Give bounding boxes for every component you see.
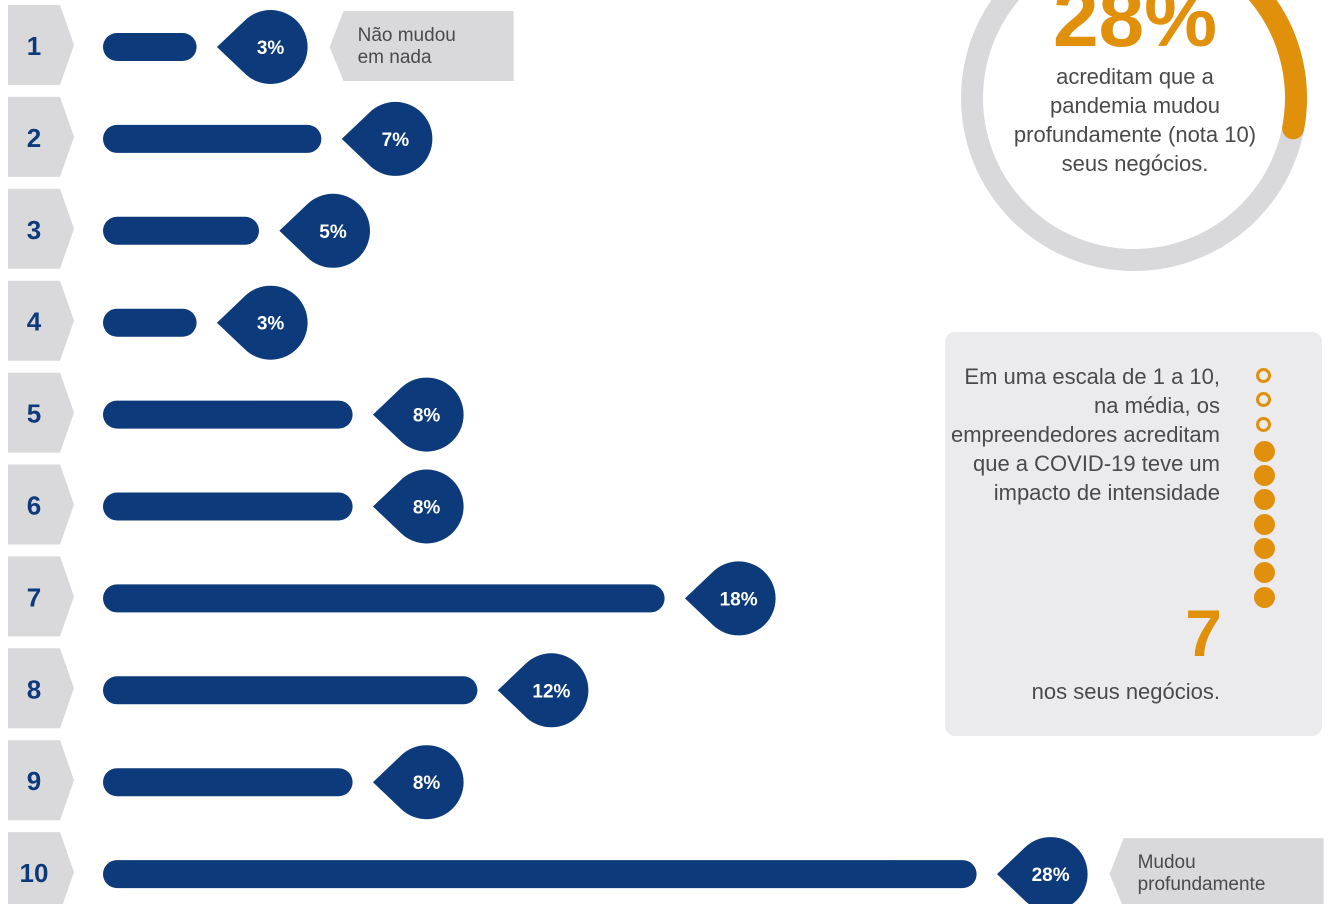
scale-dot <box>1256 368 1271 383</box>
value-bubble <box>497 653 589 728</box>
category-tab <box>8 280 74 361</box>
scale-dot <box>1256 416 1271 432</box>
annotation-box <box>329 11 514 81</box>
category-tab <box>8 464 74 545</box>
category-tab <box>8 5 74 85</box>
bar <box>103 400 353 429</box>
value-label: 8% <box>413 773 441 794</box>
scale-dot <box>1254 513 1275 535</box>
category-label: 1 <box>27 31 41 61</box>
category-tab <box>8 556 74 637</box>
category-tab <box>8 832 74 904</box>
value-bubble <box>372 469 464 544</box>
category-tab <box>8 188 74 269</box>
bar <box>103 216 259 245</box>
category-label: 2 <box>27 123 41 153</box>
bar <box>103 124 322 153</box>
value-bubble <box>684 561 776 636</box>
gauge-value: 28% <box>1052 0 1218 64</box>
annotation-text: em nada <box>358 47 432 68</box>
average-panel: Em uma escala de 1 a 10, na média, os em… <box>945 332 1322 736</box>
gauge-caption: acreditam que a pandemia mudou profundam… <box>1013 64 1257 176</box>
bar <box>103 308 197 337</box>
value-label: 18% <box>720 589 758 610</box>
value-bubble <box>372 377 464 452</box>
bar <box>103 584 665 613</box>
value-bubble <box>216 10 308 85</box>
category-label: 8 <box>27 674 41 704</box>
category-label: 3 <box>27 215 41 245</box>
average-text: Em uma escala de 1 a 10, na média, os em… <box>950 364 1220 505</box>
value-label: 12% <box>532 681 570 702</box>
bar <box>103 768 353 797</box>
value-label: 3% <box>257 38 285 59</box>
category-label: 6 <box>27 491 41 521</box>
value-label: 8% <box>413 498 441 519</box>
annotation-text: Não mudou <box>358 25 456 46</box>
value-label: 8% <box>413 406 441 427</box>
scale-dot <box>1254 586 1275 608</box>
average-tail: nos seus negócios. <box>1031 679 1220 704</box>
category-label: 10 <box>20 858 49 888</box>
bar <box>103 492 353 521</box>
value-label: 7% <box>382 130 410 151</box>
annotation-text: Mudou <box>1138 852 1196 873</box>
average-value: 7 <box>1185 596 1222 670</box>
category-tab <box>8 648 74 729</box>
bar <box>103 33 197 61</box>
value-bubble <box>341 101 433 176</box>
scale-dot <box>1254 562 1275 584</box>
category-tab <box>8 740 74 821</box>
category-tab <box>8 96 74 177</box>
value-label: 3% <box>257 314 285 335</box>
category-label: 4 <box>27 307 42 337</box>
gauge-arc <box>1248 0 1307 140</box>
value-bubble <box>216 285 308 360</box>
scale-dot <box>1254 440 1275 462</box>
scale-dots <box>1254 368 1278 611</box>
value-bubble <box>996 837 1088 904</box>
value-bubble <box>279 193 371 268</box>
annotation-box <box>1109 838 1324 904</box>
category-label: 5 <box>27 399 41 429</box>
value-bubble <box>372 745 464 820</box>
scale-dot <box>1254 538 1275 560</box>
bar <box>103 676 478 705</box>
category-tab <box>8 372 74 453</box>
category-label: 7 <box>27 582 41 612</box>
value-label: 28% <box>1032 865 1070 886</box>
bar <box>103 860 977 889</box>
value-label: 5% <box>319 222 347 243</box>
scale-dot <box>1256 392 1271 408</box>
annotation-text: profundamente <box>1138 874 1266 895</box>
scale-dot <box>1254 489 1275 511</box>
scale-dot <box>1254 465 1275 487</box>
category-label: 9 <box>27 766 41 796</box>
